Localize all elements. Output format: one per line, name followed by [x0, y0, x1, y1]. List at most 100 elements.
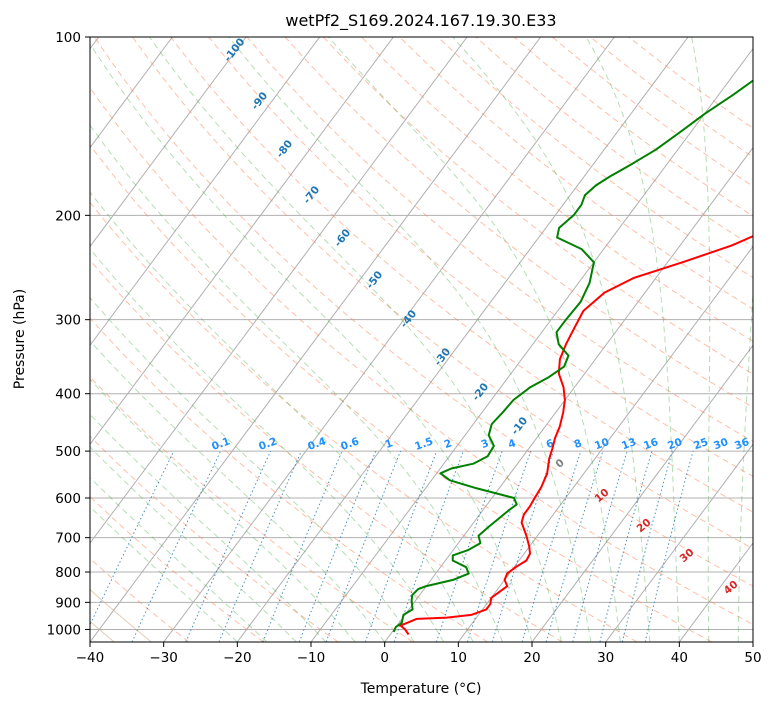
y-tick-label: 200	[55, 208, 81, 224]
moist-adiabat-label: 10	[593, 486, 612, 505]
moist-adiabat	[90, 124, 503, 642]
y-tick-label: 600	[55, 491, 81, 507]
mixing-ratio-line	[491, 450, 554, 642]
dry-adiabat-label: -10	[509, 415, 530, 437]
y-tick-label: 400	[55, 387, 81, 403]
adiabat-faint	[0, 37, 2, 642]
y-axis-label: Pressure (hPa)	[12, 289, 28, 389]
y-tick-label: 300	[55, 313, 81, 329]
isotherm	[236, 37, 689, 642]
isotherm	[90, 37, 542, 642]
mixing-ratio-line	[621, 450, 673, 642]
dry-adiabat	[90, 317, 488, 642]
dry-adiabat	[93, 37, 753, 587]
isotherm	[90, 37, 173, 149]
mixing-ratio-label: 0.6	[339, 435, 361, 453]
moist-adiabat	[90, 413, 327, 642]
dry-adiabat	[90, 495, 264, 642]
dry-adiabat	[90, 435, 339, 642]
isotherm	[605, 443, 753, 642]
dry-adiabat	[170, 37, 753, 513]
dry-adiabat	[551, 37, 753, 187]
mixing-ratio-label: 0.2	[257, 435, 279, 453]
moist-adiabat	[90, 476, 268, 642]
moist-adiabat-label: 20	[635, 516, 654, 535]
mixing-ratio-line	[364, 450, 438, 642]
mixing-ratio-line	[262, 450, 343, 642]
mixing-ratio-label: 1.5	[413, 435, 435, 453]
mixing-ratio-label: 2	[442, 437, 453, 451]
mixing-ratio-label: 20	[666, 436, 684, 452]
moist-adiabat	[452, 37, 651, 642]
dry-adiabat-label: -30	[432, 346, 453, 368]
mixing-ratio-line	[325, 450, 402, 642]
x-tick-label: 40	[671, 650, 688, 666]
mixing-ratio-label: 6	[544, 437, 555, 451]
dry-adiabat-label: -70	[301, 184, 322, 206]
dry-adiabat	[90, 201, 638, 642]
x-tick-label: 50	[744, 650, 761, 666]
isotherm	[531, 344, 753, 642]
adiabat-faint	[90, 588, 152, 642]
dry-adiabat	[399, 37, 753, 310]
y-tick-label: 100	[55, 30, 81, 46]
isotherm	[90, 37, 468, 544]
mixing-ratio-label: 3	[479, 437, 490, 451]
dry-adiabat	[90, 376, 414, 642]
isotherm	[384, 146, 753, 642]
mixing-ratio-line	[644, 450, 694, 642]
moist-adiabat	[90, 378, 356, 642]
mixing-ratio-label: 16	[642, 436, 660, 452]
mixing-ratio-line	[521, 450, 582, 642]
y-tick-label: 700	[55, 531, 81, 547]
x-tick-label: 20	[523, 650, 540, 666]
moist-adiabat	[90, 446, 297, 642]
isotherm	[90, 37, 247, 248]
mixing-ratio-label: 36	[733, 436, 751, 452]
mixing-ratio-label: 13	[620, 436, 638, 452]
moist-adiabat	[585, 37, 680, 642]
dry-adiabat	[132, 37, 753, 550]
moist-adiabat	[328, 37, 621, 642]
mixing-ratio-label: 8	[572, 437, 583, 451]
x-tick-label: −30	[149, 650, 178, 666]
mixing-ratio-label: 25	[692, 436, 710, 452]
dry-adiabat	[322, 37, 753, 375]
dry-adiabat-label: -50	[364, 269, 385, 291]
y-tick-label: 500	[55, 444, 81, 460]
isotherm	[163, 37, 615, 642]
moist-adiabat	[90, 42, 533, 642]
dry-adiabat-label: -20	[470, 381, 491, 403]
dry-adiabat	[208, 37, 753, 477]
mixing-ratio-label: 0.1	[210, 435, 232, 453]
y-tick-label: 800	[55, 565, 81, 581]
mixing-ratio-line	[90, 450, 175, 626]
dry-adiabat-label: -40	[398, 308, 419, 330]
mixing-ratio-line	[218, 450, 302, 642]
moist-adiabat	[90, 191, 474, 642]
mixing-ratio-label: 30	[712, 436, 730, 452]
x-tick-label: −10	[297, 650, 326, 666]
moist-adiabat	[691, 37, 711, 642]
x-tick-label: 0	[380, 650, 389, 666]
x-tick-label: −40	[76, 650, 105, 666]
isotherm	[310, 47, 753, 642]
mixing-ratio-label: 0.4	[306, 435, 328, 453]
dry-adiabat	[90, 86, 753, 626]
x-tick-label: 10	[450, 650, 467, 666]
moist-adiabat	[90, 340, 386, 642]
moist-adiabat-label: 30	[678, 546, 697, 565]
isotherm	[90, 37, 321, 347]
dry-adiabat-label: -90	[249, 90, 270, 112]
moist-adiabat-label: 0	[553, 457, 566, 471]
mixing-ratio-label: 4	[506, 437, 517, 451]
dry-adiabat	[361, 37, 753, 342]
temperature-profile	[399, 235, 753, 636]
moist-adiabat	[90, 505, 238, 642]
moist-adiabat	[90, 296, 415, 642]
moist-adiabat	[737, 286, 753, 642]
isotherm	[90, 37, 394, 446]
x-axis-label: Temperature (°C)	[360, 681, 482, 697]
mixing-ratio-line	[131, 450, 222, 642]
mixing-ratio-line	[185, 450, 272, 642]
